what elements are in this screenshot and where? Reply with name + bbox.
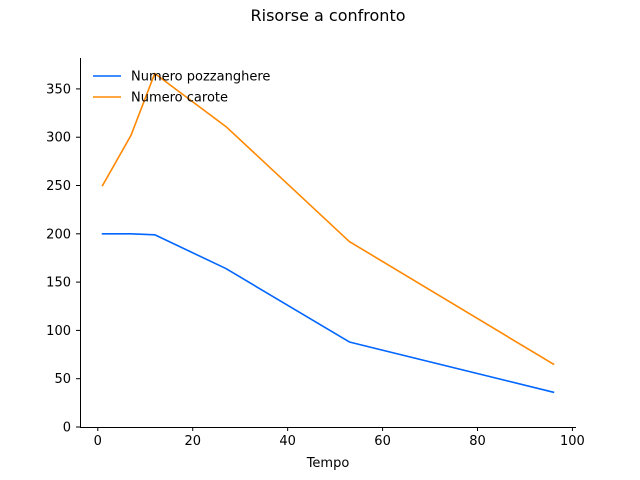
y-tick-label: 200 — [46, 227, 71, 242]
y-tick-label: 300 — [46, 131, 71, 146]
legend: Numero pozzanghere Numero carote — [93, 70, 270, 106]
x-tick-label: 20 — [184, 434, 201, 449]
y-tick-label: 350 — [46, 82, 71, 97]
x-tick-label: 40 — [279, 434, 296, 449]
series-line-1 — [101, 233, 555, 394]
y-tick-label: 100 — [46, 324, 71, 339]
x-axis-label: Tempo — [306, 456, 350, 471]
series-lines — [101, 72, 555, 394]
plot-area: 0 20 40 60 80 100 0 50 100 150 200 250 300 350 — [46, 58, 585, 449]
x-tick-label: 100 — [560, 434, 585, 449]
series-line-2 — [101, 72, 555, 366]
x-axis-ticks: 0 20 40 60 80 100 — [94, 427, 585, 449]
chart-title: Risorse a confronto — [251, 6, 406, 25]
y-tick-label: 150 — [46, 276, 71, 291]
legend-label-1: Numero pozzanghere — [131, 70, 270, 85]
y-tick-label: 250 — [46, 179, 71, 194]
y-tick-label: 0 — [63, 421, 71, 436]
legend-label-2: Numero carote — [131, 91, 228, 106]
x-tick-label: 80 — [469, 434, 486, 449]
y-axis-ticks: 0 50 100 150 200 250 300 350 — [46, 82, 80, 436]
x-tick-label: 0 — [94, 434, 102, 449]
x-tick-label: 60 — [374, 434, 391, 449]
y-tick-label: 50 — [54, 372, 71, 387]
